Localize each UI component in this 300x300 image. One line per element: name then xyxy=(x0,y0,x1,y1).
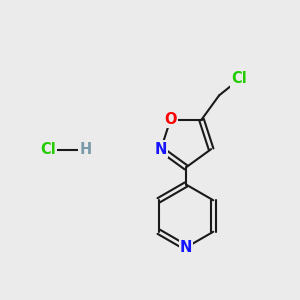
Text: N: N xyxy=(155,142,167,157)
Text: Cl: Cl xyxy=(40,142,56,158)
Text: O: O xyxy=(164,112,177,127)
Text: Cl: Cl xyxy=(231,71,247,86)
Text: N: N xyxy=(180,240,192,255)
Text: H: H xyxy=(80,142,92,158)
